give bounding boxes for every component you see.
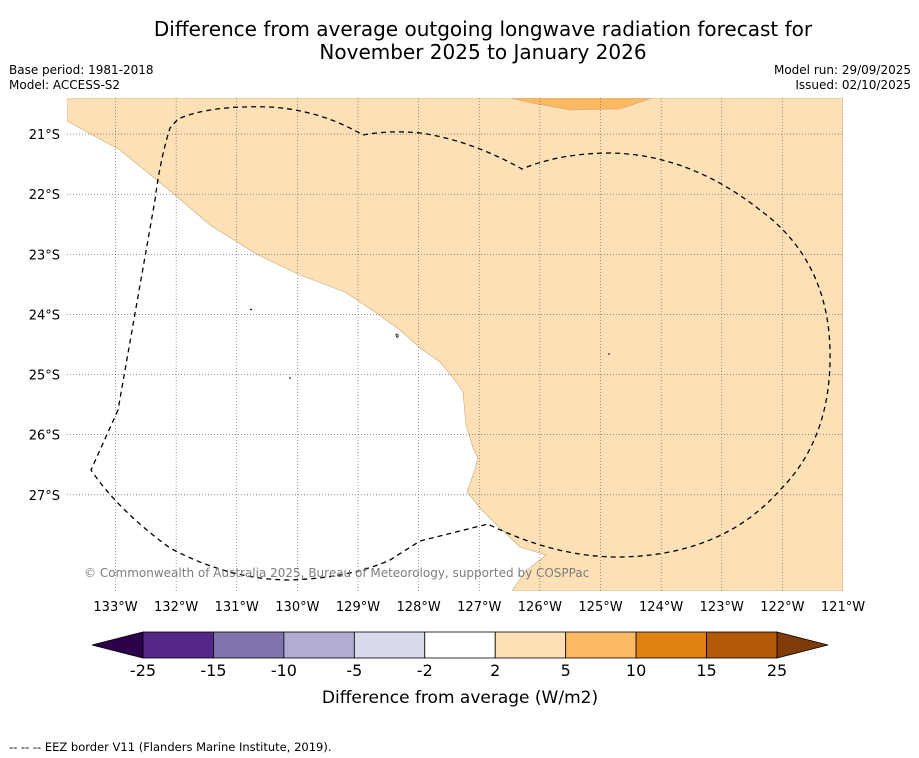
lon-label: 123°W — [700, 600, 744, 615]
lon-label: 121°W — [821, 600, 865, 615]
colorbar-tick-label: 2 — [490, 661, 500, 680]
model-name: Model: ACCESS-S2 — [9, 78, 121, 92]
chart-title: Difference from average outgoing longwav… — [0, 18, 919, 64]
latitude-labels: 21°S 22°S 23°S 24°S 25°S 26°S 27°S — [29, 128, 60, 504]
island — [395, 333, 399, 338]
colorbar-tick-label: 15 — [696, 661, 716, 680]
colorbar-tick-label: -5 — [346, 661, 362, 680]
lat-label: 21°S — [29, 128, 60, 143]
colorbar-tick-label: -15 — [200, 661, 226, 680]
lat-label: 24°S — [29, 308, 60, 323]
colorbar-swatch — [142, 631, 214, 659]
colorbar-swatch — [706, 631, 778, 659]
colorbar-swatch — [494, 631, 567, 659]
colorbar-over-extend — [776, 631, 829, 659]
lon-label: 129°W — [336, 600, 380, 615]
lon-label: 128°W — [397, 600, 441, 615]
lat-label: 26°S — [29, 429, 60, 444]
lon-label: 132°W — [154, 600, 198, 615]
colorbar — [91, 631, 829, 659]
copyright-notice: © Commonwealth of Australia 2025, Bureau… — [84, 566, 589, 580]
colorbar-tick-label: 25 — [767, 661, 787, 680]
lon-label: 125°W — [578, 600, 622, 615]
lat-label: 22°S — [29, 188, 60, 203]
colorbar-label: Difference from average (W/m2) — [322, 688, 598, 708]
eez-border — [90, 106, 831, 581]
title-line-2: November 2025 to January 2026 — [319, 40, 647, 64]
map-plot-area: © Commonwealth of Australia 2025, Bureau… — [67, 98, 843, 591]
colorbar-tick-label: -10 — [271, 661, 297, 680]
small-islands — [249, 308, 610, 379]
longitude-labels: 133°W 132°W 131°W 130°W 129°W 128°W 127°W 126°W… — [93, 600, 865, 615]
meta-left: Base period: 1981-2018 Model: ACCESS-S2 — [9, 63, 154, 93]
lon-label: 133°W — [93, 600, 137, 615]
model-run: Model run: 29/09/2025 — [773, 63, 911, 77]
colorbar-tick-label: -2 — [417, 661, 433, 680]
colorbar-swatch — [424, 631, 496, 659]
colorbar-swatch — [635, 631, 707, 659]
colorbar-tick-label: 10 — [626, 661, 646, 680]
lat-label: 23°S — [29, 248, 60, 263]
colorbar-tick-labels: -25 -15 -10 -5 -2 2 5 10 15 25 — [130, 661, 787, 680]
lon-label: 130°W — [275, 600, 319, 615]
anomaly-region-2-to-5 — [67, 98, 843, 591]
colorbar-swatch — [283, 631, 355, 659]
anomaly-region-5-to-10 — [509, 98, 653, 111]
island — [249, 308, 253, 311]
lon-label: 126°W — [518, 600, 562, 615]
eez-footnote: -- -- -- EEZ border V11 (Flanders Marine… — [9, 740, 332, 754]
lon-label: 124°W — [639, 600, 683, 615]
colorbar-under-extend — [91, 631, 144, 659]
issued-date: Issued: 02/10/2025 — [795, 78, 911, 92]
graticule — [67, 98, 843, 591]
colorbar-swatch — [353, 631, 426, 659]
base-period: Base period: 1981-2018 — [9, 63, 154, 77]
colorbar-tick-label: 5 — [561, 661, 571, 680]
lon-label: 131°W — [215, 600, 259, 615]
lon-label: 127°W — [457, 600, 501, 615]
title-line-1: Difference from average outgoing longwav… — [153, 17, 813, 41]
lat-label: 25°S — [29, 369, 60, 384]
lat-label: 27°S — [29, 489, 60, 504]
colorbar-swatch — [213, 631, 285, 659]
lon-label: 122°W — [760, 600, 804, 615]
meta-right: Model run: 29/09/2025 Issued: 02/10/2025 — [774, 63, 911, 93]
colorbar-swatch — [565, 631, 637, 659]
colorbar-tick-label: -25 — [130, 661, 156, 680]
